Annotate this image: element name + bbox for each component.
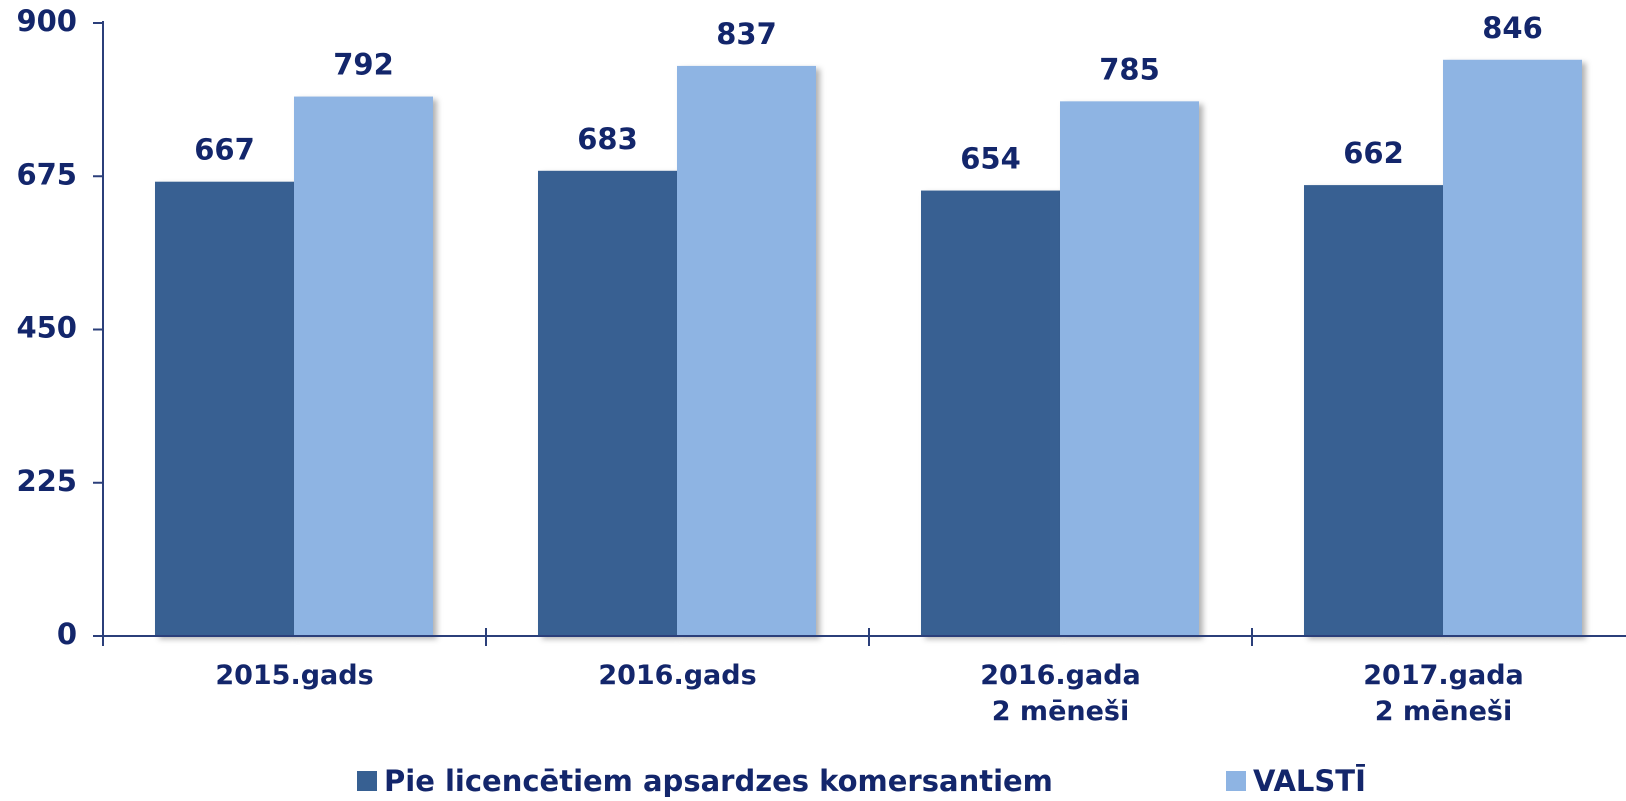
- y-tick-label: 675: [16, 157, 77, 191]
- x-tick-label: 2016.gads: [598, 660, 757, 691]
- value-label: 837: [716, 17, 777, 51]
- x-tick-label: 2016.gada 2 mēneši: [980, 660, 1141, 727]
- bar: [294, 96, 433, 636]
- value-label: 846: [1482, 11, 1543, 45]
- value-label: 667: [194, 133, 255, 167]
- y-tick-label: 0: [57, 617, 77, 651]
- bar: [538, 170, 677, 636]
- x-tick-label: 2015.gads: [215, 660, 374, 691]
- y-tick-label: 225: [16, 464, 77, 498]
- bar: [1060, 101, 1199, 637]
- value-label: 654: [960, 142, 1021, 176]
- value-label: 785: [1099, 52, 1160, 86]
- bar: [677, 65, 816, 636]
- y-tick-label: 900: [16, 4, 77, 38]
- y-tick-label: 450: [16, 311, 77, 345]
- x-tick-label: 2017.gada 2 mēneši: [1363, 660, 1524, 727]
- value-label: 792: [333, 48, 394, 82]
- bar: [155, 181, 294, 636]
- legend-label: Pie licencētiem apsardzes komersantiem: [384, 764, 1053, 798]
- bar: [921, 190, 1060, 636]
- legend-swatch: [357, 771, 377, 791]
- value-label: 683: [577, 122, 638, 156]
- bar: [1443, 59, 1582, 636]
- legend-label: VALSTĪ: [1253, 764, 1366, 798]
- legend-swatch: [1226, 771, 1246, 791]
- bar: [1304, 185, 1443, 637]
- value-label: 662: [1343, 136, 1404, 170]
